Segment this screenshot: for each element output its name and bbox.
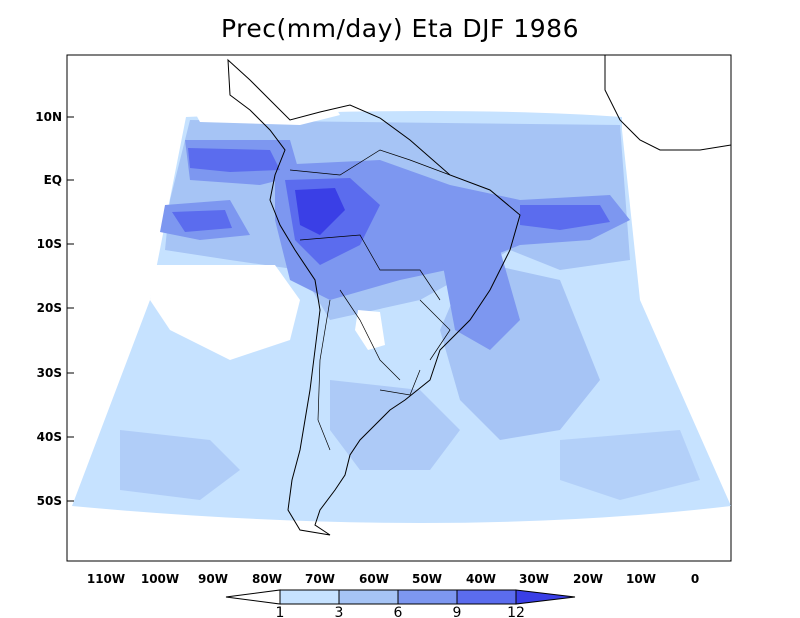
colorbar-label: 3: [335, 605, 344, 618]
lon-tick-label: 50W: [412, 572, 442, 586]
lat-tick-label: 30S: [37, 366, 62, 380]
africa-coastline: [604, 55, 732, 151]
lat-tick-label: EQ: [44, 173, 62, 187]
latitude-axis: 10N EQ 10S 20S 30S 40S 50S: [35, 110, 74, 508]
lon-tick-label: 40W: [466, 572, 496, 586]
lat-tick-label: 10S: [37, 237, 62, 251]
longitude-axis: 110W 100W 90W 80W 70W 60W 50W 40W 30W 20…: [87, 572, 699, 586]
lon-tick-label: 10W: [626, 572, 656, 586]
precip-dry-regions: [150, 98, 385, 360]
colorbar-segment-over: [515, 589, 576, 605]
south-america-coastline: [227, 58, 521, 536]
lon-tick-label: 20W: [573, 572, 603, 586]
lon-tick-label: 70W: [305, 572, 335, 586]
country-borders: [289, 149, 451, 451]
precip-12-plus-region: [295, 188, 345, 235]
colorbar-segment: [397, 589, 458, 605]
lon-tick-label: 80W: [252, 572, 282, 586]
lat-tick-label: 10N: [35, 110, 62, 124]
colorbar-label: 1: [276, 605, 285, 618]
colorbar-segment-under: [225, 589, 281, 605]
colorbar-segment: [338, 589, 399, 605]
lat-tick-label: 50S: [37, 494, 62, 508]
lon-tick-label: 60W: [359, 572, 389, 586]
lat-tick-label: 20S: [37, 301, 62, 315]
lon-tick-label: 0: [691, 572, 699, 586]
lon-tick-label: 30W: [519, 572, 549, 586]
colorbar-label: 6: [394, 605, 403, 618]
colorbar-segment: [279, 589, 340, 605]
colorbar-label: 9: [453, 605, 462, 618]
lon-tick-label: 110W: [87, 572, 125, 586]
colorbar-segment: [456, 589, 517, 605]
colorbar: 1 3 6 9 12: [225, 589, 576, 618]
lon-tick-label: 90W: [198, 572, 228, 586]
colorbar-label: 12: [507, 605, 525, 618]
map-title: Prec(mm/day) Eta DJF 1986: [221, 14, 579, 43]
lat-tick-label: 40S: [37, 430, 62, 444]
lon-tick-label: 100W: [141, 572, 179, 586]
